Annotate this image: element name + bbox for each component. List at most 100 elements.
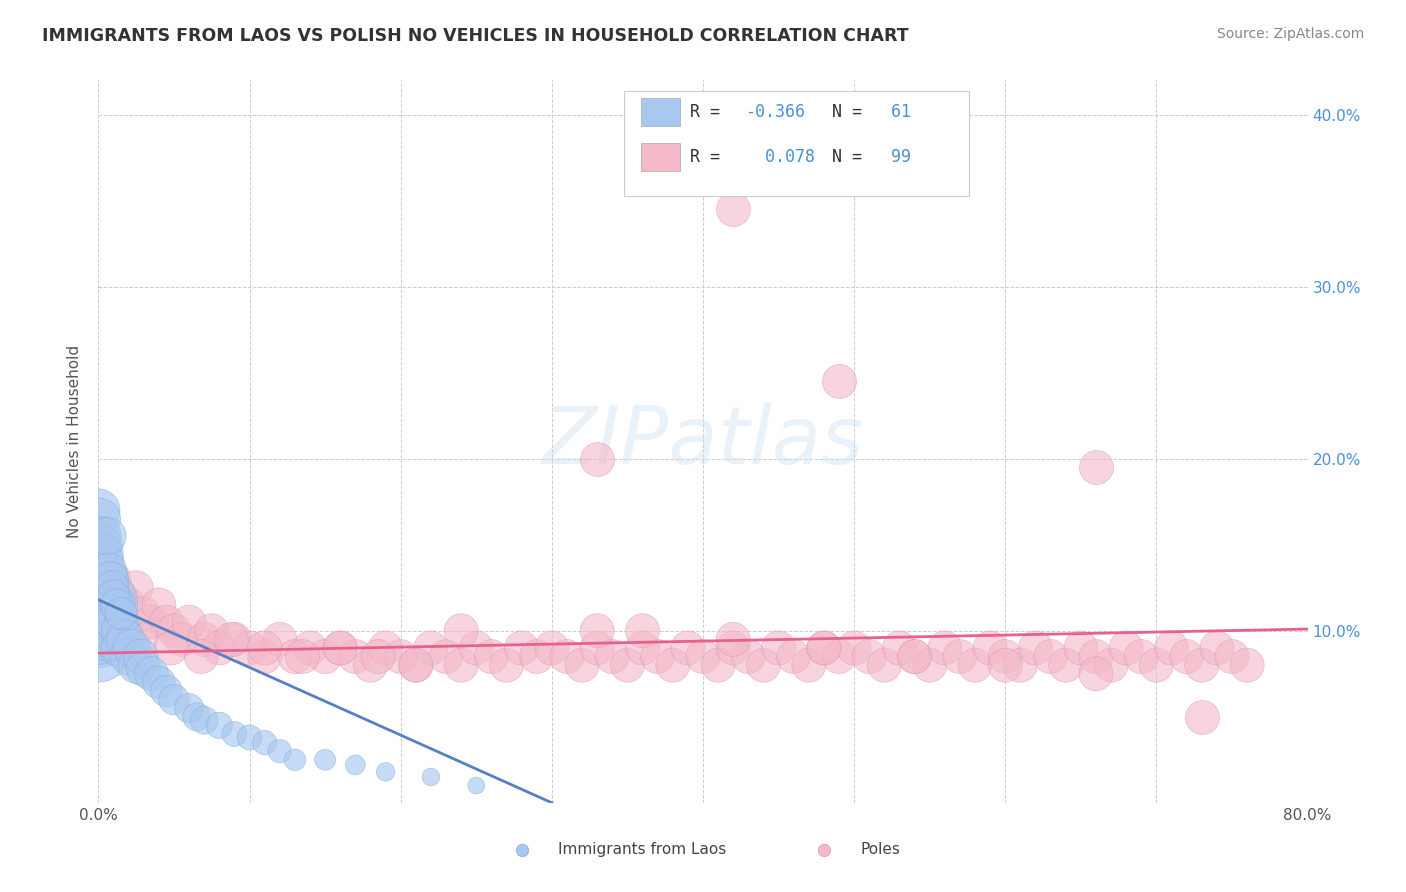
Point — [91, 538, 114, 552]
Point — [94, 624, 117, 638]
Point — [602, 649, 624, 664]
Point — [1085, 649, 1108, 664]
Point — [163, 692, 186, 706]
Point — [586, 451, 609, 466]
Point — [93, 572, 115, 586]
Text: IMMIGRANTS FROM LAOS VS POLISH NO VEHICLES IN HOUSEHOLD CORRELATION CHART: IMMIGRANTS FROM LAOS VS POLISH NO VEHICL… — [42, 27, 908, 45]
Point — [367, 649, 389, 664]
Point — [723, 640, 745, 655]
Point — [1236, 658, 1258, 673]
Point — [586, 624, 609, 638]
Point — [949, 649, 972, 664]
Point — [125, 581, 148, 595]
Point — [586, 640, 609, 655]
Point — [540, 640, 562, 655]
Text: -0.366: -0.366 — [745, 103, 806, 121]
Point — [389, 649, 412, 664]
Point — [94, 590, 117, 604]
Point — [555, 649, 578, 664]
Point — [103, 590, 125, 604]
Point — [224, 727, 246, 741]
FancyBboxPatch shape — [641, 143, 681, 170]
Point — [103, 598, 125, 612]
Point — [160, 640, 183, 655]
Point — [797, 658, 820, 673]
Point — [91, 624, 114, 638]
Point — [101, 624, 124, 638]
Point — [1085, 460, 1108, 475]
Point — [89, 632, 111, 647]
Point — [329, 640, 352, 655]
Point — [221, 632, 243, 647]
Point — [253, 649, 276, 664]
Point — [179, 615, 201, 630]
Point — [723, 632, 745, 647]
Point — [1206, 640, 1229, 655]
Point — [844, 640, 866, 655]
Point — [1115, 640, 1137, 655]
Point — [1220, 649, 1243, 664]
Point — [208, 640, 231, 655]
Point — [314, 753, 336, 767]
Point — [1039, 649, 1062, 664]
Point — [101, 581, 124, 595]
Point — [314, 649, 336, 664]
Point — [239, 640, 262, 655]
Text: ZIPatlas: ZIPatlas — [541, 402, 865, 481]
Point — [98, 564, 121, 578]
Point — [87, 598, 110, 612]
Y-axis label: No Vehicles in Household: No Vehicles in Household — [67, 345, 83, 538]
Point — [98, 607, 121, 621]
Point — [1144, 658, 1167, 673]
Point — [737, 649, 759, 664]
Point — [284, 753, 307, 767]
Point — [1099, 658, 1122, 673]
Point — [89, 607, 111, 621]
Point — [647, 649, 669, 664]
Point — [90, 529, 112, 543]
Point — [768, 640, 790, 655]
Point — [110, 607, 132, 621]
Point — [965, 658, 987, 673]
Point — [571, 658, 593, 673]
Point — [405, 658, 427, 673]
Point — [100, 615, 122, 630]
Point — [420, 770, 443, 784]
Point — [783, 649, 806, 664]
Point — [87, 503, 110, 517]
Text: 99: 99 — [880, 148, 911, 166]
Point — [1054, 658, 1077, 673]
Point — [1130, 649, 1153, 664]
Point — [103, 572, 125, 586]
Point — [450, 624, 472, 638]
Point — [465, 779, 488, 793]
Point — [114, 632, 136, 647]
Point — [87, 640, 110, 655]
Point — [1070, 640, 1092, 655]
Point — [91, 598, 114, 612]
Point — [186, 710, 208, 724]
Point — [631, 640, 654, 655]
Point — [132, 607, 155, 621]
Point — [526, 649, 548, 664]
Point — [201, 624, 224, 638]
Point — [329, 640, 352, 655]
Point — [1160, 640, 1182, 655]
Point — [148, 598, 170, 612]
Point — [100, 572, 122, 586]
Text: Poles: Poles — [860, 842, 900, 857]
Point — [121, 640, 143, 655]
Point — [904, 649, 927, 664]
Point — [616, 658, 638, 673]
Text: R =: R = — [690, 148, 720, 166]
Point — [90, 615, 112, 630]
Point — [873, 658, 896, 673]
Point — [118, 649, 141, 664]
Point — [163, 624, 186, 638]
Point — [224, 632, 246, 647]
Point — [105, 615, 128, 630]
Point — [374, 640, 396, 655]
Point — [1191, 710, 1213, 724]
Point — [103, 632, 125, 647]
Point — [96, 632, 118, 647]
